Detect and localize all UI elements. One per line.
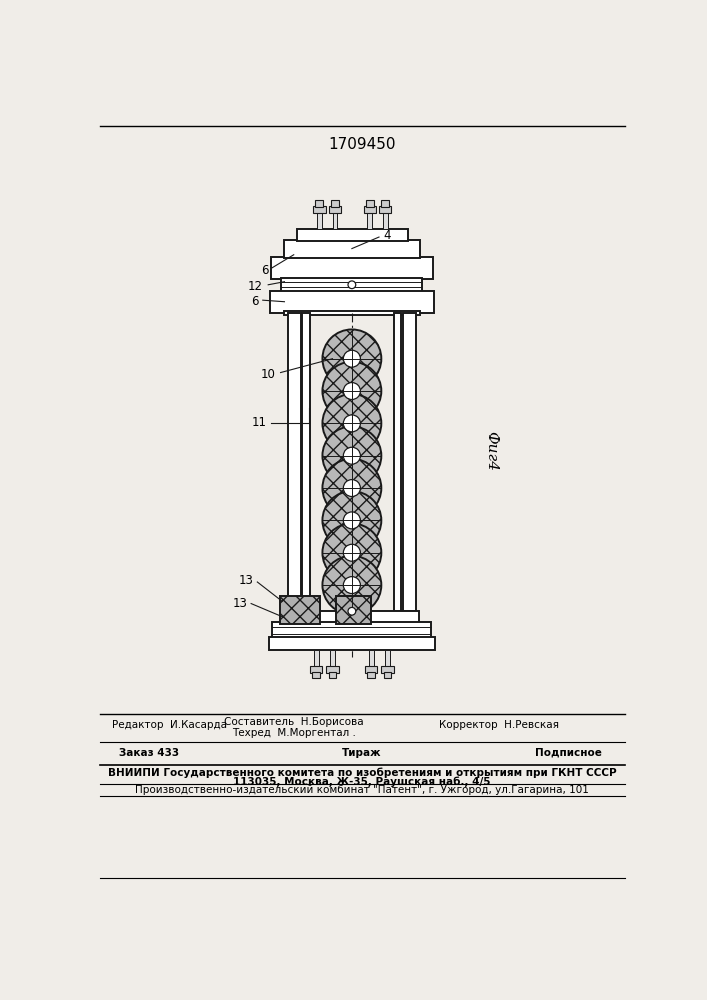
Bar <box>366 200 373 207</box>
Bar <box>368 672 375 678</box>
Text: 12: 12 <box>247 280 263 293</box>
Bar <box>272 622 431 639</box>
Bar <box>331 200 339 207</box>
Bar <box>379 206 392 213</box>
Text: Редактор  И.Касарда: Редактор И.Касарда <box>112 720 227 730</box>
Bar <box>344 596 358 613</box>
Text: 6: 6 <box>252 295 259 308</box>
Bar <box>381 200 389 207</box>
Bar <box>332 212 337 229</box>
Bar <box>337 596 371 624</box>
Circle shape <box>344 415 361 432</box>
Text: 11: 11 <box>252 416 267 429</box>
Bar <box>303 312 310 611</box>
Text: 113035, Москва, Ж-35, Раушская наб., 4/5: 113035, Москва, Ж-35, Раушская наб., 4/5 <box>233 777 491 787</box>
Circle shape <box>344 577 361 594</box>
Bar <box>284 311 420 315</box>
Bar <box>368 212 372 229</box>
Bar <box>315 200 323 207</box>
Bar <box>329 206 341 213</box>
Bar <box>284 240 420 258</box>
Bar <box>280 596 320 624</box>
Bar <box>403 312 416 611</box>
Text: ВНИИПИ Государственного комитета по изобретениям и открытиям при ГКНТ СССР: ВНИИПИ Государственного комитета по изоб… <box>107 768 617 778</box>
Circle shape <box>322 491 381 550</box>
Bar <box>314 650 319 667</box>
Circle shape <box>322 523 381 582</box>
Circle shape <box>322 362 381 420</box>
Bar <box>317 212 322 229</box>
Bar <box>310 666 322 673</box>
Bar <box>288 312 300 611</box>
Circle shape <box>344 383 361 400</box>
Circle shape <box>344 350 361 367</box>
Bar <box>285 611 419 624</box>
Text: Производственно-издательский комбинат "Патент", г. Ужгород, ул.Гагарина, 101: Производственно-издательский комбинат "П… <box>135 785 589 795</box>
Circle shape <box>322 394 381 453</box>
Bar <box>313 206 325 213</box>
Bar <box>381 666 394 673</box>
Circle shape <box>344 447 361 464</box>
Circle shape <box>344 480 361 497</box>
Circle shape <box>322 329 381 388</box>
Bar <box>394 312 402 611</box>
Text: 13: 13 <box>233 597 247 610</box>
Bar <box>329 672 337 678</box>
Text: Подписное: Подписное <box>535 748 602 758</box>
Text: Составитель  Н.Борисова: Составитель Н.Борисова <box>224 717 363 727</box>
Circle shape <box>348 281 356 289</box>
Bar <box>365 666 378 673</box>
Text: 6: 6 <box>261 264 268 277</box>
Text: 10: 10 <box>261 368 276 381</box>
Bar <box>270 291 434 312</box>
Text: Тираж: Тираж <box>342 748 382 758</box>
Bar <box>281 278 422 292</box>
Bar <box>363 206 376 213</box>
Bar <box>383 212 387 229</box>
Text: Корректор  Н.Ревская: Корректор Н.Ревская <box>439 720 559 730</box>
Bar <box>384 672 392 678</box>
Bar <box>271 257 433 279</box>
Bar <box>297 229 408 241</box>
Circle shape <box>348 607 356 615</box>
Text: Заказ 433: Заказ 433 <box>119 748 180 758</box>
Text: Техред  М.Моргентал .: Техред М.Моргентал . <box>232 728 356 738</box>
Bar <box>327 666 339 673</box>
Text: Фиг4: Фиг4 <box>484 431 498 471</box>
Circle shape <box>344 544 361 561</box>
Circle shape <box>322 556 381 614</box>
Circle shape <box>322 459 381 517</box>
Text: 4: 4 <box>383 229 390 242</box>
Bar <box>330 650 335 667</box>
Bar <box>312 672 320 678</box>
Bar <box>269 637 435 650</box>
Text: 1709450: 1709450 <box>328 137 396 152</box>
Bar <box>385 650 390 667</box>
Bar <box>369 650 373 667</box>
Text: 13: 13 <box>238 574 253 587</box>
Circle shape <box>322 426 381 485</box>
Circle shape <box>344 512 361 529</box>
